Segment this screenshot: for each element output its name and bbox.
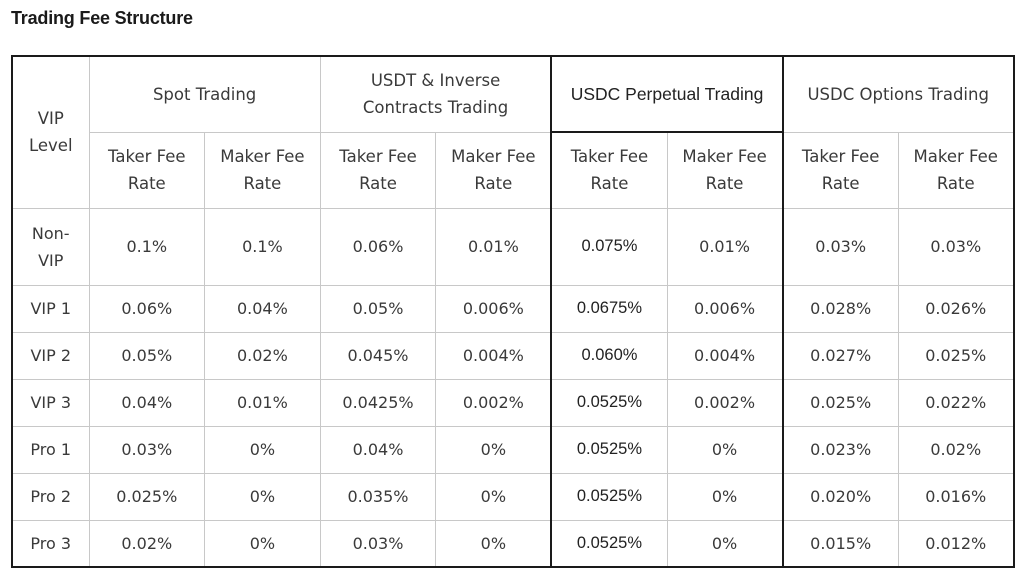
- fee-cell: 0.0525%: [550, 472, 668, 521]
- fee-cell: 0.03%: [897, 207, 1015, 286]
- fee-cell: 0.028%: [782, 284, 899, 333]
- fee-cell: 0.0525%: [550, 519, 668, 568]
- fee-cell: 0.0525%: [550, 425, 668, 474]
- usdt-maker-header: Maker Fee Rate: [435, 131, 552, 209]
- fee-cell: 0.025%: [782, 378, 899, 427]
- group-header-spot: Spot Trading: [88, 55, 321, 133]
- fee-cell: 0.01%: [204, 378, 321, 427]
- fee-cell: 0.02%: [204, 331, 321, 380]
- fee-cell: 0%: [666, 472, 784, 521]
- fee-cell: 0.004%: [435, 331, 552, 380]
- fee-cell: 0.025%: [897, 331, 1015, 380]
- vip-level-cell: VIP 2: [11, 331, 90, 380]
- usdc-opt-taker-header: Taker Fee Rate: [782, 131, 899, 209]
- usdt-taker-header: Taker Fee Rate: [319, 131, 437, 209]
- vip-level-cell: Pro 3: [11, 519, 90, 568]
- table-row: Pro 1 0.03% 0% 0.04% 0% 0.0525% 0% 0.023…: [11, 425, 1015, 474]
- fee-cell: 0.045%: [319, 331, 437, 380]
- fee-cell: 0.05%: [88, 331, 206, 380]
- fee-cell: 0.1%: [204, 207, 321, 286]
- fee-cell: 0.0525%: [550, 378, 668, 427]
- fee-cell: 0%: [435, 472, 552, 521]
- vip-level-header: VIP Level: [11, 55, 90, 209]
- fee-cell: 0%: [435, 519, 552, 568]
- vip-level-cell: Pro 2: [11, 472, 90, 521]
- fee-cell: 0.002%: [666, 378, 784, 427]
- table-row: VIP 2 0.05% 0.02% 0.045% 0.004% 0.060% 0…: [11, 331, 1015, 380]
- fee-cell: 0.075%: [550, 207, 668, 286]
- fee-cell: 0.012%: [897, 519, 1015, 568]
- fee-cell: 0.03%: [319, 519, 437, 568]
- fee-cell: 0.004%: [666, 331, 784, 380]
- group-header-usdt-inverse: USDT & Inverse Contracts Trading: [319, 55, 552, 133]
- fee-cell: 0.022%: [897, 378, 1015, 427]
- fee-cell: 0.03%: [782, 207, 899, 286]
- spot-taker-header: Taker Fee Rate: [88, 131, 206, 209]
- table-row: Pro 2 0.025% 0% 0.035% 0% 0.0525% 0% 0.0…: [11, 472, 1015, 521]
- spot-maker-header: Maker Fee Rate: [204, 131, 321, 209]
- fee-cell: 0%: [666, 519, 784, 568]
- fee-cell: 0.02%: [88, 519, 206, 568]
- fee-cell: 0.01%: [666, 207, 784, 286]
- usdc-perp-taker-header: Taker Fee Rate: [550, 131, 668, 209]
- fee-cell: 0%: [204, 472, 321, 521]
- fee-cell: 0.05%: [319, 284, 437, 333]
- fee-cell: 0.03%: [88, 425, 206, 474]
- fee-cell: 0.01%: [435, 207, 552, 286]
- fee-cell: 0.020%: [782, 472, 899, 521]
- fee-cell: 0.016%: [897, 472, 1015, 521]
- page-title: Trading Fee Structure: [11, 8, 193, 28]
- fee-cell: 0.06%: [319, 207, 437, 286]
- fee-cell: 0.1%: [88, 207, 206, 286]
- group-header-usdc-options: USDC Options Trading: [782, 55, 1015, 133]
- fee-cell: 0%: [666, 425, 784, 474]
- fee-cell: 0%: [204, 425, 321, 474]
- fee-cell: 0.04%: [88, 378, 206, 427]
- usdc-opt-maker-header: Maker Fee Rate: [897, 131, 1015, 209]
- fee-cell: 0.04%: [204, 284, 321, 333]
- table-row: VIP 3 0.04% 0.01% 0.0425% 0.002% 0.0525%…: [11, 378, 1015, 427]
- fee-cell: 0.006%: [666, 284, 784, 333]
- vip-level-cell: Non-VIP: [11, 207, 90, 286]
- fee-cell: 0.002%: [435, 378, 552, 427]
- fee-cell: 0.026%: [897, 284, 1015, 333]
- fee-cell: 0.006%: [435, 284, 552, 333]
- fee-cell: 0%: [204, 519, 321, 568]
- fee-cell: 0.027%: [782, 331, 899, 380]
- table-row: Non-VIP 0.1% 0.1% 0.06% 0.01% 0.075% 0.0…: [11, 207, 1015, 286]
- fee-cell: 0.02%: [897, 425, 1015, 474]
- table-row: VIP 1 0.06% 0.04% 0.05% 0.006% 0.0675% 0…: [11, 284, 1015, 333]
- usdc-perp-maker-header: Maker Fee Rate: [666, 131, 784, 209]
- vip-level-cell: Pro 1: [11, 425, 90, 474]
- fee-cell: 0.0425%: [319, 378, 437, 427]
- fee-cell: 0.060%: [550, 331, 668, 380]
- table-row: Pro 3 0.02% 0% 0.03% 0% 0.0525% 0% 0.015…: [11, 519, 1015, 568]
- fee-cell: 0.023%: [782, 425, 899, 474]
- vip-level-cell: VIP 1: [11, 284, 90, 333]
- group-header-usdc-perpetual: USDC Perpetual Trading: [550, 55, 784, 133]
- vip-level-cell: VIP 3: [11, 378, 90, 427]
- fee-cell: 0%: [435, 425, 552, 474]
- fee-cell: 0.06%: [88, 284, 206, 333]
- fee-cell: 0.035%: [319, 472, 437, 521]
- fee-cell: 0.04%: [319, 425, 437, 474]
- fee-cell: 0.025%: [88, 472, 206, 521]
- fee-table: VIP Level Spot Trading USDT & Inverse Co…: [11, 55, 1015, 568]
- sub-header-row: Taker Fee Rate Maker Fee Rate Taker Fee …: [12, 131, 1015, 209]
- fee-cell: 0.0675%: [550, 284, 668, 333]
- fee-cell: 0.015%: [782, 519, 899, 568]
- group-header-row: VIP Level Spot Trading USDT & Inverse Co…: [11, 55, 1015, 209]
